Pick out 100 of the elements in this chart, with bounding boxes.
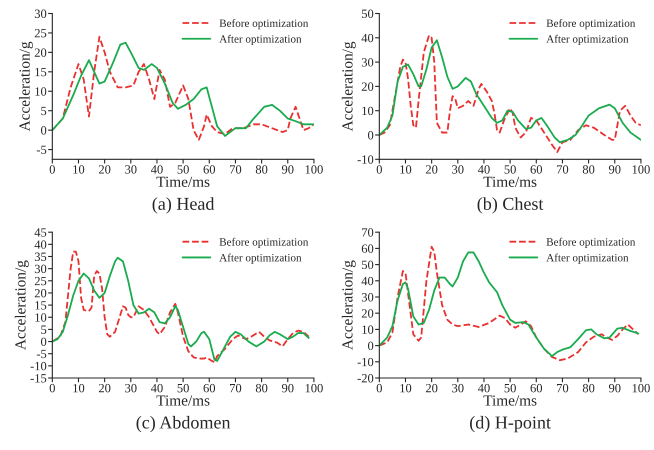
y-tick-label: 45 [34, 228, 46, 237]
text: (d) H-point [470, 416, 551, 432]
y-tick-label: 10 [35, 313, 46, 322]
x-tick-label: 40 [150, 165, 163, 174]
x-tick-label: 100 [632, 165, 650, 174]
x-tick-label: 90 [282, 165, 294, 174]
legend-label: After optimization [546, 254, 628, 264]
y-tick-label: -5 [36, 350, 46, 358]
legend-label: Before optimization [546, 238, 636, 248]
x-tick-label: 70 [230, 165, 242, 174]
y-tick-label: 25 [34, 29, 46, 38]
y-tick-label: 15 [35, 301, 46, 310]
y-tick-label: -15 [30, 374, 46, 382]
x-tick-label: 100 [306, 165, 323, 174]
y-tick-label: 5 [41, 106, 46, 116]
y-tick-label: -10 [358, 155, 374, 164]
y-tick-label: -20 [358, 374, 374, 382]
x-tick-label: 10 [400, 384, 412, 392]
x-tick-label: 80 [582, 165, 594, 174]
x-tick-label: 50 [504, 384, 516, 392]
y-tick-label: 0 [368, 131, 374, 140]
x-tick-label: 0 [376, 165, 382, 174]
x-tick-label: 20 [98, 165, 110, 174]
y-tick-label: 30 [34, 10, 46, 18]
x-tick-label: 80 [256, 384, 268, 392]
y-axis-title: Acceleration/g [342, 42, 356, 132]
legend-label: After optimization [219, 34, 302, 45]
y-tick-label: -5 [36, 146, 46, 154]
x-tick-label: 20 [426, 384, 438, 392]
y-tick-label: -10 [358, 358, 374, 366]
y-tick-label: 5 [41, 326, 46, 334]
x-tick-label: 70 [557, 165, 568, 174]
x-tick-label: 90 [608, 384, 621, 392]
x-tick-label: 70 [557, 384, 568, 392]
y-tick-label: 60 [362, 244, 374, 253]
x-tick-label: 60 [204, 384, 216, 392]
x-tick-label: 90 [282, 384, 294, 392]
x-tick-label: 30 [452, 165, 464, 174]
y-tick-label: 20 [362, 309, 374, 318]
x-tick-label: 80 [256, 165, 268, 174]
y-tick-label: 20 [362, 82, 374, 91]
y-axis-title: Acceleration/g [342, 260, 356, 350]
y-tick-label: 35 [34, 252, 46, 261]
x-tick-label: 30 [125, 384, 137, 392]
legend-label: After optimization [546, 34, 628, 45]
x-tick-label: 50 [504, 165, 516, 174]
legend-label: After optimization [219, 254, 302, 264]
text: (a) Head [152, 197, 214, 214]
x-axis-title: Time/ms [156, 395, 210, 406]
y-tick-label: 40 [34, 240, 46, 249]
x-tick-label: 0 [50, 165, 55, 174]
x-tick-label: 20 [426, 165, 438, 174]
x-tick-label: 20 [98, 384, 110, 392]
x-tick-label: 80 [582, 384, 594, 392]
x-tick-label: 60 [530, 165, 542, 174]
y-tick-label: 40 [362, 34, 374, 42]
y-tick-label: 10 [35, 87, 46, 96]
x-tick-label: 30 [125, 165, 137, 174]
x-tick-label: 10 [73, 384, 84, 392]
x-tick-label: 60 [530, 384, 542, 392]
y-axis-title: Acceleration/g [14, 260, 29, 350]
x-tick-label: 100 [306, 384, 323, 392]
x-tick-label: 40 [478, 165, 490, 174]
y-tick-label: 20 [34, 48, 46, 57]
x-tick-label: 0 [50, 384, 55, 392]
x-axis-title: Time/ms [156, 176, 210, 187]
legend-label: Before optimization [546, 19, 636, 30]
y-tick-label: 70 [362, 228, 374, 237]
y-tick-label: 30 [362, 58, 374, 67]
y-tick-label: 50 [362, 260, 374, 270]
x-tick-label: 40 [478, 384, 490, 392]
x-axis-title: Time/ms [484, 395, 536, 406]
y-tick-label: 30 [34, 264, 46, 274]
text: (c) Abdomen [136, 416, 230, 432]
x-tick-label: 100 [632, 384, 650, 392]
x-tick-label: 70 [230, 384, 242, 392]
y-tick-label: 15 [35, 68, 46, 76]
y-tick-label: -10 [30, 362, 46, 370]
x-tick-label: 50 [178, 384, 189, 392]
y-tick-label: 25 [34, 276, 46, 286]
x-tick-label: 30 [452, 384, 464, 392]
y-tick-label: 0 [368, 342, 374, 350]
x-tick-label: 50 [178, 165, 189, 174]
y-tick-label: 0 [40, 126, 46, 135]
text: (b) Chest [478, 197, 544, 214]
y-tick-label: 10 [362, 325, 374, 334]
y-tick-label: 40 [362, 276, 374, 286]
x-tick-label: 40 [150, 384, 163, 392]
y-axis-title: Acceleration/g [18, 42, 33, 132]
x-tick-label: 0 [376, 384, 382, 392]
x-tick-label: 90 [608, 165, 621, 174]
y-tick-label: 0 [40, 338, 46, 346]
y-tick-label: 50 [362, 10, 374, 18]
y-tick-label: 20 [34, 288, 46, 298]
x-tick-label: 10 [400, 165, 412, 174]
x-tick-label: 60 [204, 165, 216, 174]
y-tick-label: 10 [362, 106, 374, 116]
x-tick-label: 10 [73, 165, 84, 174]
legend-label: Before optimization [220, 238, 308, 248]
x-axis-title: Time/ms [484, 176, 536, 187]
